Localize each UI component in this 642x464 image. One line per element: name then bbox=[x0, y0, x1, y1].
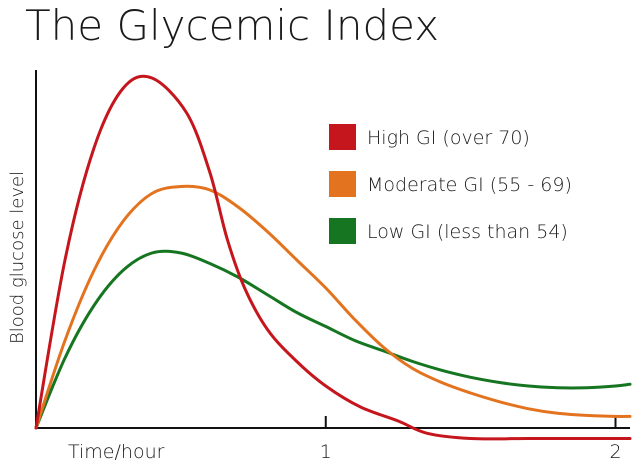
legend-high-gi-label: High GI (over 70) bbox=[367, 127, 530, 149]
legend-moderate-gi: Moderate GI (55 - 69) bbox=[329, 171, 572, 197]
x-tick-label-1: 1 bbox=[320, 441, 332, 463]
legend-low-gi-label: Low GI (less than 54) bbox=[367, 221, 568, 243]
legend-high-gi-swatch bbox=[329, 124, 356, 150]
legend-low-gi-swatch bbox=[329, 218, 356, 244]
x-tick-label-2: 2 bbox=[609, 441, 621, 463]
low-gi-curve bbox=[34, 249, 632, 430]
chart-title: The Glycemic Index bbox=[25, 1, 439, 50]
legend-low-gi: Low GI (less than 54) bbox=[329, 218, 568, 244]
legend-moderate-gi-swatch bbox=[329, 171, 356, 197]
y-axis-label: Blood glucose level bbox=[7, 171, 28, 344]
moderate-gi-curve bbox=[34, 184, 632, 430]
high-gi-curve bbox=[34, 74, 632, 441]
legend-high-gi: High GI (over 70) bbox=[329, 124, 530, 150]
series-lines bbox=[34, 74, 632, 441]
legend-moderate-gi-label: Moderate GI (55 - 69) bbox=[367, 174, 572, 196]
legend: High GI (over 70) Moderate GI (55 - 69) Lo… bbox=[329, 124, 572, 244]
x-axis-label: Time/hour bbox=[68, 441, 165, 463]
